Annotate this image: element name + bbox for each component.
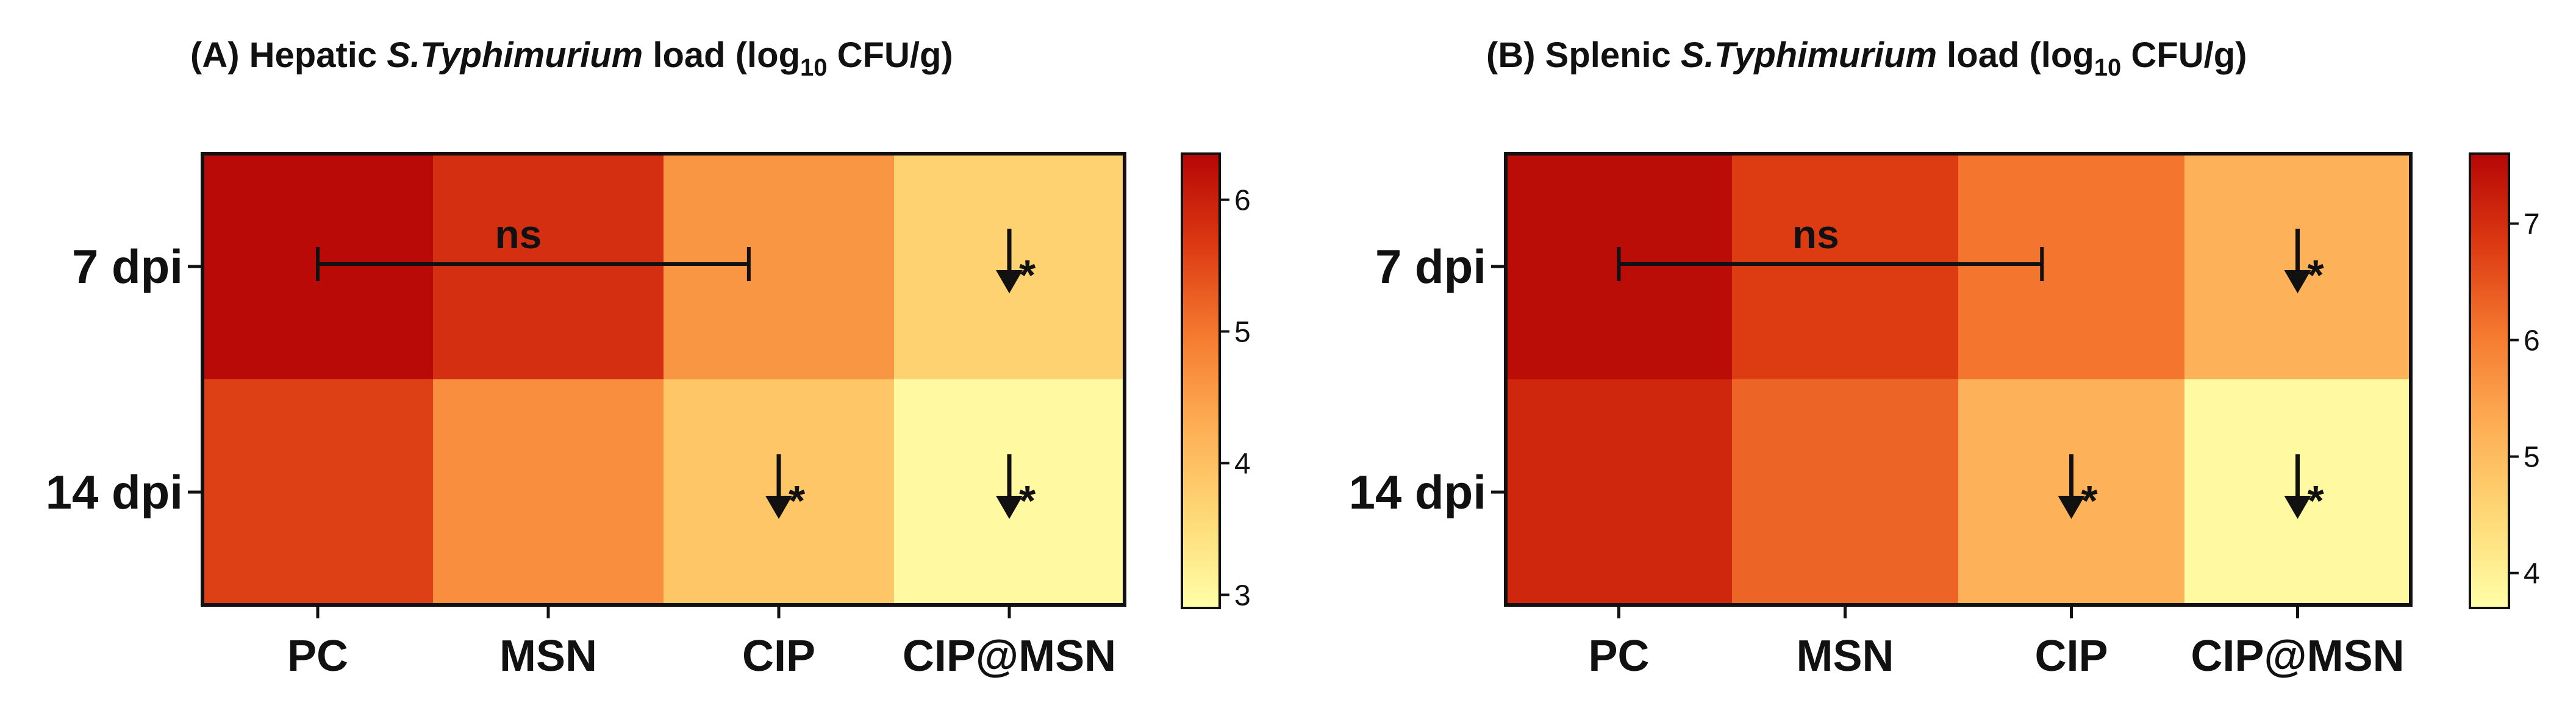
title-suffix: load (log bbox=[1937, 35, 2094, 75]
colorbar-tick-label: 3 bbox=[1234, 579, 1251, 612]
heatmap-cell bbox=[202, 379, 434, 606]
arrow-head-icon bbox=[996, 270, 1023, 293]
significance-asterisk: * bbox=[1019, 251, 1036, 299]
panel-b-splenic: (B) Splenic S.Typhimurium load (log10 CF… bbox=[1349, 35, 2540, 681]
colorbar bbox=[1181, 152, 1221, 609]
significance-asterisk: * bbox=[2308, 251, 2325, 299]
chart-title: (A) Hepatic S.Typhimurium load (log10 CF… bbox=[190, 35, 953, 81]
heatmap-cell bbox=[664, 154, 895, 380]
heatmap-frame bbox=[201, 152, 1126, 607]
bracket-ns-label: ns bbox=[1792, 212, 1839, 257]
heatmap-cell bbox=[1506, 379, 1733, 606]
heatmap-cell bbox=[1732, 379, 1959, 606]
arrow-head-icon bbox=[765, 496, 792, 519]
significance-asterisk: * bbox=[2308, 477, 2325, 524]
arrow-head-icon bbox=[2284, 270, 2311, 293]
row-label-14-dpi: 14 dpi bbox=[1349, 465, 1486, 519]
title-subscript: 10 bbox=[800, 54, 828, 81]
colorbar-tick-label: 6 bbox=[2524, 325, 2540, 357]
col-label-cip-msn: CIP@MSN bbox=[903, 632, 1116, 681]
chart-title: (B) Splenic S.Typhimurium load (log10 CF… bbox=[1486, 35, 2247, 81]
col-label-msn: MSN bbox=[499, 632, 597, 681]
heatmap-frame bbox=[1504, 152, 2413, 607]
col-label-cip: CIP bbox=[2034, 632, 2108, 681]
significance-asterisk: * bbox=[789, 477, 806, 524]
row-label-14-dpi: 14 dpi bbox=[46, 465, 183, 519]
colorbar-tick-label: 5 bbox=[2524, 442, 2540, 474]
colorbar bbox=[2469, 152, 2510, 609]
col-label-cip-msn: CIP@MSN bbox=[2191, 632, 2404, 681]
arrow-head-icon bbox=[996, 496, 1023, 519]
col-label-cip: CIP bbox=[742, 632, 815, 681]
heatmap-cell bbox=[433, 379, 664, 606]
title-unit: CFU/g) bbox=[2121, 35, 2247, 75]
arrow-head-icon bbox=[2058, 496, 2085, 519]
row-label-7-dpi: 7 dpi bbox=[1375, 240, 1486, 293]
colorbar-tick-label: 7 bbox=[2524, 209, 2540, 241]
title-organism: S.Typhimurium bbox=[387, 35, 643, 75]
significance-asterisk: * bbox=[1019, 477, 1036, 524]
heatmap-cell bbox=[1732, 154, 1959, 380]
colorbar-tick-label: 6 bbox=[1234, 185, 1251, 217]
title-prefix: (A) Hepatic bbox=[190, 35, 387, 75]
bracket-ns-label: ns bbox=[495, 212, 542, 257]
significance-asterisk: * bbox=[2081, 477, 2098, 524]
row-label-7-dpi: 7 dpi bbox=[72, 240, 183, 293]
col-label-pc: PC bbox=[1588, 632, 1649, 681]
col-label-pc: PC bbox=[287, 632, 348, 681]
colorbar-tick-label: 4 bbox=[2524, 558, 2540, 590]
colorbar-tick-label: 5 bbox=[1234, 316, 1251, 349]
heatmap-cell bbox=[1958, 154, 2185, 380]
title-organism: S.Typhimurium bbox=[1681, 35, 1937, 75]
arrow-head-icon bbox=[2284, 496, 2311, 519]
colorbar-tick-label: 4 bbox=[1234, 448, 1251, 480]
panel-a-hepatic: (A) Hepatic S.Typhimurium load (log10 CF… bbox=[46, 35, 1251, 681]
title-prefix: (B) Splenic bbox=[1486, 35, 1681, 75]
heatmap-cell bbox=[433, 154, 664, 380]
col-label-msn: MSN bbox=[1797, 632, 1894, 681]
title-subscript: 10 bbox=[2094, 54, 2122, 81]
title-suffix: load (log bbox=[643, 35, 800, 75]
title-unit: CFU/g) bbox=[828, 35, 953, 75]
